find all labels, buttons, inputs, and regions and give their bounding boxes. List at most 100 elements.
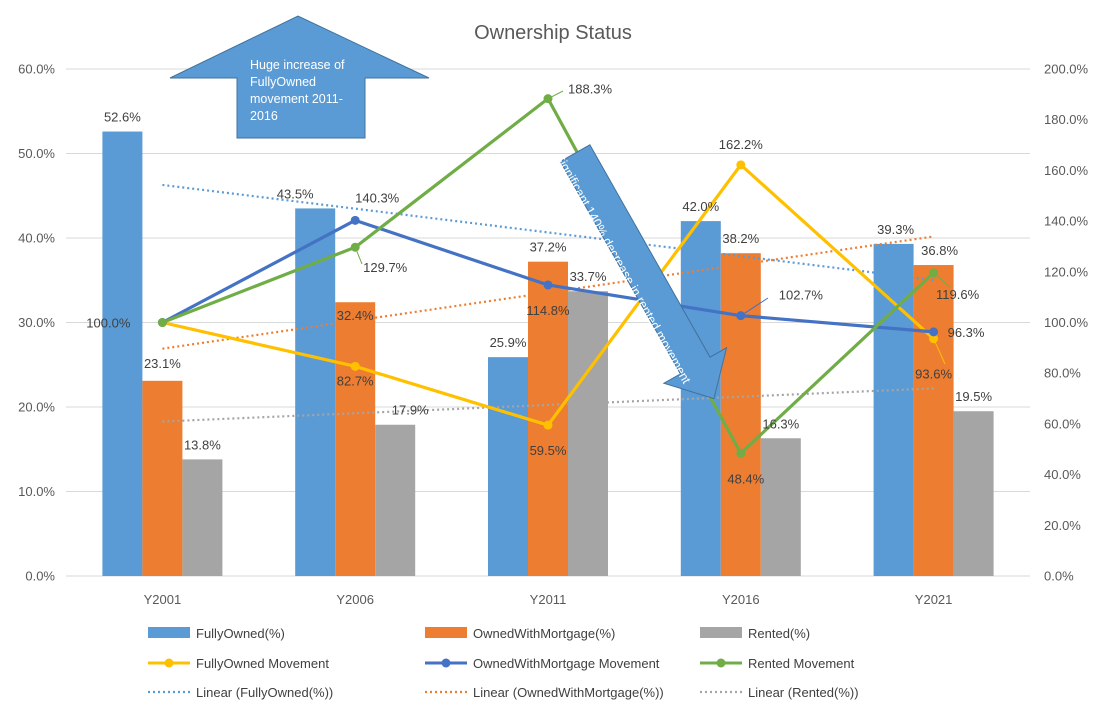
y-right-tick-label: 120.0% (1044, 264, 1089, 279)
x-tick-label: Y2011 (530, 592, 567, 607)
legend-marker (716, 658, 726, 668)
y-right-tick-label: 20.0% (1044, 518, 1081, 533)
y-right-tick-label: 80.0% (1044, 366, 1081, 381)
legend-label: Rented(%) (748, 626, 810, 641)
line-data-label: 48.4% (727, 471, 764, 486)
x-tick-label: Y2021 (915, 592, 953, 607)
line-data-label: 82.7% (337, 373, 374, 388)
up-arrow-text: 2016 (250, 109, 278, 123)
bar (488, 357, 528, 576)
line-data-label: 162.2% (719, 137, 764, 152)
legend-label: Linear (OwnedWithMortgage(%)) (473, 685, 664, 700)
legend-label: Rented Movement (748, 656, 855, 671)
bars (102, 131, 994, 577)
legend: FullyOwned(%) OwnedWithMortgage(%) Rented(… (148, 626, 859, 700)
up-arrow-text: Huge increase of (250, 58, 345, 72)
y-right-tick-label: 160.0% (1044, 163, 1089, 178)
bar-data-label: 42.0% (682, 199, 719, 214)
bar-data-label: 16.3% (762, 416, 799, 431)
down-arrow-shape (559, 144, 728, 400)
bar-data-label: 38.2% (722, 231, 759, 246)
y-right-tick-label: 180.0% (1044, 112, 1089, 127)
bar-data-label: 25.9% (490, 335, 527, 350)
legend-label: Linear (Rented(%)) (748, 685, 859, 700)
legend-swatch (700, 627, 742, 638)
bar (375, 424, 416, 576)
up-arrow-text: movement 2011- (250, 92, 343, 106)
line-data-label: 93.6% (915, 367, 952, 382)
y-left-tick-label: 60.0% (18, 62, 55, 77)
legend-label: OwnedWithMortgage(%) (473, 626, 615, 641)
legend-label: FullyOwned Movement (196, 656, 329, 671)
y-left-tick-label: 0.0% (25, 569, 55, 584)
line-point (543, 420, 553, 430)
bar-data-label: 32.4% (337, 308, 374, 323)
bar-data-label: 33.7% (570, 269, 607, 284)
bar (142, 380, 183, 576)
line-point (350, 361, 360, 371)
y-right-tick-label: 60.0% (1044, 416, 1081, 431)
line-data-label: 96.3% (948, 325, 985, 340)
x-tick-label: Y2016 (722, 592, 760, 607)
label-leader (547, 90, 564, 100)
chart-title: Ownership Status (474, 22, 632, 44)
up-arrow-text: FullyOwned (250, 75, 316, 89)
bar (913, 265, 954, 576)
trendline (162, 387, 934, 423)
line-data-label: 188.3% (568, 82, 613, 97)
y-left-tick-label: 10.0% (18, 484, 55, 499)
y-right-tick-label: 100.0% (1044, 315, 1089, 330)
legend-swatch (425, 627, 467, 638)
bar (102, 131, 143, 576)
legend-label: OwnedWithMortgage Movement (473, 656, 660, 671)
y-left-tick-label: 40.0% (18, 231, 55, 246)
bar-data-label: 43.5% (277, 186, 314, 201)
bar (182, 459, 223, 576)
bar-data-label: 37.2% (530, 240, 567, 255)
line-data-label: 129.7% (363, 260, 408, 275)
line-data-label: 102.7% (779, 288, 824, 303)
legend-marker (164, 658, 174, 668)
bar-data-label: 52.6% (104, 110, 141, 125)
y-right-tick-label: 200.0% (1044, 62, 1089, 77)
line-point (350, 215, 360, 225)
bar-data-label: 13.8% (184, 437, 221, 452)
x-tick-label: Y2001 (144, 592, 182, 607)
y-right-tick-label: 0.0% (1044, 569, 1074, 584)
bar-data-label: 36.8% (921, 243, 958, 258)
bar (953, 411, 994, 576)
legend-marker (441, 658, 451, 668)
label-leader (354, 247, 363, 265)
y-left-tick-label: 50.0% (18, 146, 55, 161)
bar-data-label: 39.3% (877, 222, 914, 237)
up-arrow-shape (169, 15, 430, 139)
line-point (929, 327, 939, 337)
label-leader (740, 297, 769, 317)
bar (873, 243, 914, 577)
x-tick-label: Y2006 (336, 592, 374, 607)
bar-data-label: 19.5% (955, 389, 992, 404)
line-data-label: 59.5% (530, 443, 567, 458)
axis-ticks: 0.0% 10.0% 20.0% 30.0% 40.0% 50.0% 60.0% 0.0% 20… (18, 62, 1088, 608)
legend-label: FullyOwned(%) (196, 626, 285, 641)
line-point (543, 280, 553, 290)
bar (680, 221, 721, 576)
label-leader (933, 338, 946, 365)
bar-data-label: 23.1% (144, 356, 181, 371)
y-left-tick-label: 20.0% (18, 400, 55, 415)
bar (760, 438, 801, 576)
trendlines (162, 183, 934, 423)
y-right-tick-label: 40.0% (1044, 467, 1081, 482)
annotations: Huge increase of FullyOwned movement 2011-… (169, 15, 728, 400)
bar (528, 261, 568, 576)
legend-label: Linear (FullyOwned(%)) (196, 685, 333, 700)
line-point (157, 318, 167, 327)
data-labels: 52.6% 43.5% 25.9% 42.0% 39.3% 23.1% 32.4% 37.2%… (86, 82, 992, 487)
line-data-label: 119.6% (936, 287, 980, 302)
bar (568, 291, 608, 576)
bar (335, 302, 376, 576)
line-point (736, 448, 746, 458)
bar-data-label: 17.9% (392, 403, 429, 418)
